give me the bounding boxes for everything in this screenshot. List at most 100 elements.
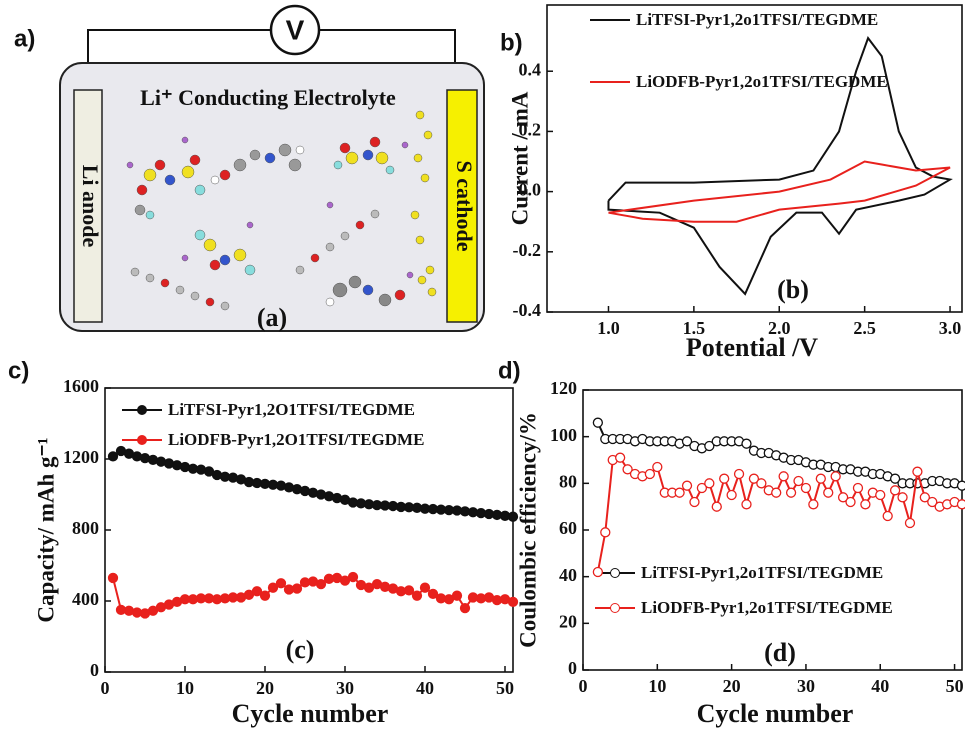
- marker: [507, 596, 519, 608]
- legend-marker: [610, 603, 620, 613]
- series-line: [607, 36, 953, 296]
- y-tick-label: 1200: [63, 447, 99, 467]
- y-tick-label: 0.0: [519, 180, 542, 200]
- y-tick-label: 100: [550, 425, 577, 445]
- marker: [852, 482, 864, 494]
- marker: [912, 466, 923, 477]
- marker: [275, 578, 287, 589]
- marker: [889, 473, 901, 484]
- marker: [427, 588, 439, 600]
- marker: [756, 478, 767, 489]
- y-tick-label: 60: [559, 518, 577, 538]
- marker: [644, 468, 656, 480]
- marker: [771, 487, 782, 498]
- marker: [411, 590, 423, 601]
- electrolyte-label: Li⁺ Conducting Electrolyte: [140, 85, 396, 110]
- marker: [674, 487, 685, 498]
- panel-tag: (b): [777, 275, 809, 304]
- y-tick-label: 120: [550, 378, 577, 398]
- marker: [785, 487, 797, 498]
- y-tick-label: 1600: [63, 376, 99, 396]
- legend-label: LiODFB-Pyr1,2o1TFSI/TEGDME: [636, 72, 888, 91]
- panel-a: V Li anode S cathode Li⁺ Conducting Elec…: [14, 4, 485, 332]
- marker: [726, 489, 737, 501]
- x-tick-label: 2.5: [853, 318, 876, 338]
- marker: [704, 478, 715, 489]
- y-tick-label: 0.2: [519, 120, 542, 140]
- anode-label: Li anode: [78, 165, 103, 248]
- plot: 1.0 1.5 2.0 2.5 3.0 -0.4 -0.2 0.0 0.2 0.4 LiTFSI-P…: [500, 4, 963, 362]
- y-tick-label: 0.4: [519, 59, 542, 79]
- marker: [741, 499, 752, 510]
- marker: [719, 473, 730, 484]
- marker: [830, 471, 841, 482]
- marker: [592, 566, 604, 578]
- panel-tag: (d): [764, 638, 796, 667]
- marker: [347, 571, 359, 583]
- legend-label: LiTFSI-Pyr1,2O1TFSI/TEGDME: [168, 400, 415, 419]
- y-tick-label: -0.2: [513, 240, 542, 260]
- legend-label: LiODFB-Pyr1,2O1TFSI/TEGDME: [168, 430, 424, 449]
- x-tick-label: 50: [946, 676, 964, 696]
- cathode-label: S cathode: [452, 160, 477, 251]
- marker: [793, 475, 804, 487]
- marker: [615, 452, 626, 463]
- marker: [741, 438, 752, 449]
- x-tick-label: 30: [336, 678, 354, 698]
- x-axis-title: Potential /V: [686, 333, 818, 362]
- y-tick-label: -0.4: [513, 300, 542, 320]
- voltmeter: [269, 4, 321, 56]
- x-axis-title: Cycle number: [232, 699, 389, 728]
- y-axis-title: Capacity/ mAh g⁻¹: [33, 437, 58, 622]
- y-axis-title: Coulombic efficiency/%: [515, 412, 540, 648]
- marker: [882, 510, 893, 522]
- marker: [837, 492, 849, 503]
- marker: [704, 440, 715, 452]
- x-tick-label: 1.5: [683, 318, 706, 338]
- marker: [889, 485, 901, 496]
- marker: [800, 482, 812, 494]
- marker: [419, 582, 431, 593]
- legend-marker: [610, 568, 620, 578]
- marker: [897, 492, 908, 503]
- y-tick-label: 80: [559, 471, 577, 491]
- y-tick-label: 0: [90, 660, 99, 680]
- marker: [956, 480, 965, 491]
- y-tick-label: 400: [72, 589, 99, 609]
- y-tick-label: 0: [568, 658, 577, 678]
- marker: [403, 585, 415, 596]
- marker: [681, 480, 693, 491]
- x-tick-label: 3.0: [939, 318, 962, 338]
- marker: [927, 496, 938, 508]
- legend-label: LiTFSI-Pyr1,2o1TFSI/TEGDME: [636, 10, 878, 29]
- marker: [823, 487, 834, 498]
- x-tick-label: 40: [871, 676, 889, 696]
- x-tick-label: 50: [496, 678, 514, 698]
- panel-tag: (c): [286, 635, 315, 664]
- x-tick-label: 30: [797, 676, 815, 696]
- panel-label: a): [14, 25, 35, 52]
- plot: 0 10 20 30 40 50 0 400 800 1200 1600 LiTFSI-Pyr1,2O…: [8, 357, 519, 728]
- legend-marker: [137, 405, 147, 415]
- x-tick-label: 20: [256, 678, 274, 698]
- plot-frame: [582, 389, 963, 671]
- x-tick-label: 0: [579, 676, 588, 696]
- marker: [778, 471, 789, 482]
- marker: [689, 496, 700, 508]
- marker: [860, 499, 871, 510]
- marker: [808, 499, 819, 510]
- x-tick-label: 0: [101, 678, 110, 698]
- marker: [291, 583, 303, 594]
- panel-label: c): [8, 357, 29, 384]
- marker: [681, 436, 693, 447]
- marker: [315, 578, 327, 590]
- marker: [592, 417, 604, 428]
- marker: [956, 499, 965, 510]
- x-tick-label: 10: [176, 678, 194, 698]
- molecules: [126, 110, 437, 311]
- marker: [815, 473, 826, 484]
- legend-label: LiTFSI-Pyr1,2o1TFSI/TEGDME: [641, 563, 883, 582]
- marker: [107, 572, 119, 584]
- x-tick-label: 10: [648, 676, 666, 696]
